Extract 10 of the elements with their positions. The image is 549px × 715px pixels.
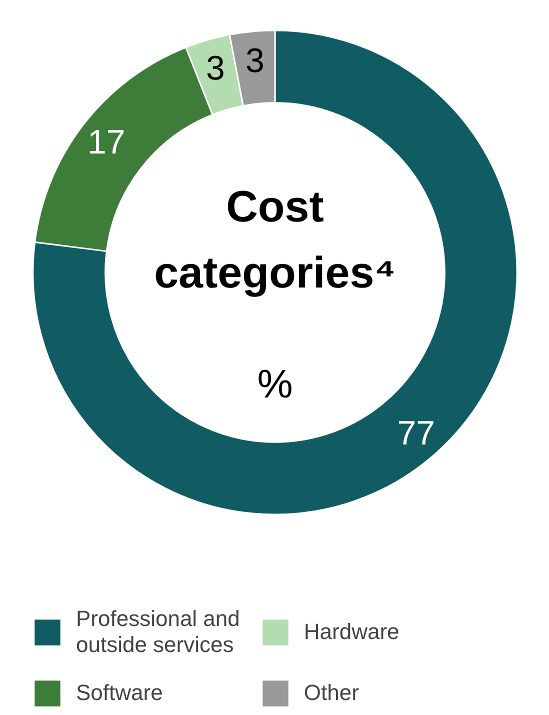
data-label: 3 <box>206 50 225 88</box>
legend-label: Professional and outside services <box>76 606 240 658</box>
text: % <box>257 362 293 407</box>
legend-label: Hardware <box>304 619 400 645</box>
legend-label: Software <box>76 680 163 706</box>
legend-label: Other <box>304 680 359 706</box>
data-label: 3 <box>245 42 264 80</box>
data-label: 77 <box>397 414 436 452</box>
text: Cost categories⁴ <box>154 182 396 298</box>
data-label: 17 <box>88 124 126 162</box>
